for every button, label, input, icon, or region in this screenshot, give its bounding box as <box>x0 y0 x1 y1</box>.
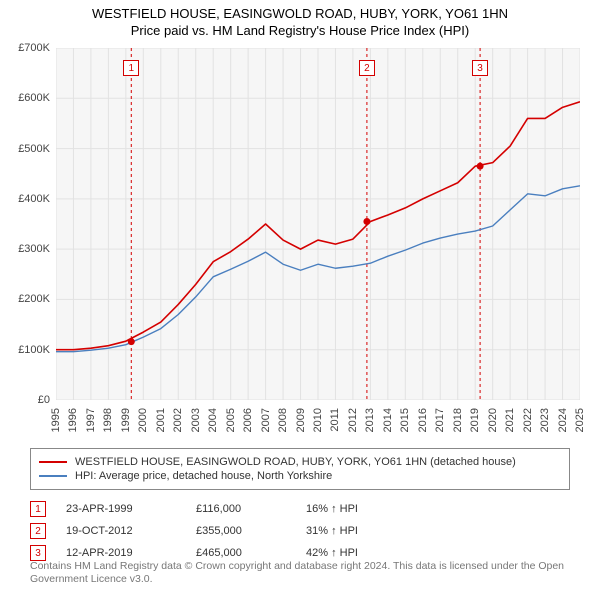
x-tick-label: 2018 <box>452 408 464 432</box>
transaction-price: £116,000 <box>196 503 286 515</box>
legend-swatch <box>39 461 67 463</box>
x-tick-label: 2005 <box>225 408 237 432</box>
legend-box: WESTFIELD HOUSE, EASINGWOLD ROAD, HUBY, … <box>30 448 570 490</box>
x-tick-label: 2011 <box>329 408 341 432</box>
x-tick-label: 2004 <box>207 408 219 432</box>
transaction-price: £465,000 <box>196 547 286 559</box>
legend-label: WESTFIELD HOUSE, EASINGWOLD ROAD, HUBY, … <box>75 456 516 468</box>
x-tick-label: 1995 <box>50 408 62 432</box>
x-tick-label: 2015 <box>399 408 411 432</box>
x-tick-label: 2000 <box>137 408 149 432</box>
x-tick-label: 1997 <box>85 408 97 432</box>
transaction-list: 1 23-APR-1999 £116,000 16% ↑ HPI 2 19-OCT-201… <box>30 498 570 564</box>
transaction-row-marker: 2 <box>30 523 46 539</box>
transaction-row-marker: 1 <box>30 501 46 517</box>
transaction-row-marker: 3 <box>30 545 46 561</box>
footer-attribution: Contains HM Land Registry data © Crown c… <box>30 560 570 586</box>
transaction-hpi-delta: 42% ↑ HPI <box>306 547 358 559</box>
y-tick-label: £500K <box>18 143 50 155</box>
y-tick-label: £700K <box>18 42 50 54</box>
legend-item: HPI: Average price, detached house, Nort… <box>39 469 561 483</box>
x-tick-label: 2012 <box>347 408 359 432</box>
y-axis-labels: £0£100K£200K£300K£400K£500K£600K£700K <box>0 48 54 400</box>
transaction-date: 23-APR-1999 <box>66 503 176 515</box>
transaction-date: 19-OCT-2012 <box>66 525 176 537</box>
transaction-marker-2: 2 <box>359 60 375 76</box>
x-tick-label: 2014 <box>382 408 394 432</box>
legend-item: WESTFIELD HOUSE, EASINGWOLD ROAD, HUBY, … <box>39 455 561 469</box>
transaction-date: 12-APR-2019 <box>66 547 176 559</box>
x-tick-label: 1996 <box>67 408 79 432</box>
x-tick-label: 2016 <box>417 408 429 432</box>
legend-label: HPI: Average price, detached house, Nort… <box>75 470 332 482</box>
y-tick-label: £100K <box>18 344 50 356</box>
x-tick-label: 2024 <box>557 408 569 432</box>
x-tick-label: 2009 <box>295 408 307 432</box>
title-line-2: Price paid vs. HM Land Registry's House … <box>0 23 600 38</box>
x-tick-label: 2008 <box>277 408 289 432</box>
y-tick-label: £400K <box>18 193 50 205</box>
x-tick-label: 2006 <box>242 408 254 432</box>
x-tick-label: 2022 <box>522 408 534 432</box>
x-tick-label: 1998 <box>102 408 114 432</box>
x-tick-label: 2017 <box>434 408 446 432</box>
x-tick-label: 2001 <box>155 408 167 432</box>
x-tick-label: 2019 <box>469 408 481 432</box>
x-tick-label: 2010 <box>312 408 324 432</box>
transaction-hpi-delta: 16% ↑ HPI <box>306 503 358 515</box>
x-tick-label: 2020 <box>487 408 499 432</box>
x-axis-labels: 1995199619971998199920002001200220032004… <box>56 404 580 448</box>
chart-plot-area: 1 2 3 <box>56 48 580 400</box>
chart-title-block: WESTFIELD HOUSE, EASINGWOLD ROAD, HUBY, … <box>0 0 600 38</box>
x-tick-label: 2025 <box>574 408 586 432</box>
y-tick-label: £600K <box>18 92 50 104</box>
transaction-row: 1 23-APR-1999 £116,000 16% ↑ HPI <box>30 498 570 520</box>
chart-svg <box>56 48 580 400</box>
y-tick-label: £300K <box>18 243 50 255</box>
y-tick-label: £200K <box>18 293 50 305</box>
x-tick-label: 1999 <box>120 408 132 432</box>
x-tick-label: 2023 <box>539 408 551 432</box>
transaction-row: 2 19-OCT-2012 £355,000 31% ↑ HPI <box>30 520 570 542</box>
x-tick-label: 2007 <box>260 408 272 432</box>
x-tick-label: 2002 <box>172 408 184 432</box>
title-line-1: WESTFIELD HOUSE, EASINGWOLD ROAD, HUBY, … <box>0 6 600 21</box>
x-tick-label: 2021 <box>504 408 516 432</box>
x-tick-label: 2003 <box>190 408 202 432</box>
legend-swatch <box>39 475 67 477</box>
transaction-price: £355,000 <box>196 525 286 537</box>
transaction-marker-3: 3 <box>472 60 488 76</box>
transaction-marker-1: 1 <box>123 60 139 76</box>
transaction-hpi-delta: 31% ↑ HPI <box>306 525 358 537</box>
x-tick-label: 2013 <box>364 408 376 432</box>
y-tick-label: £0 <box>38 394 50 406</box>
